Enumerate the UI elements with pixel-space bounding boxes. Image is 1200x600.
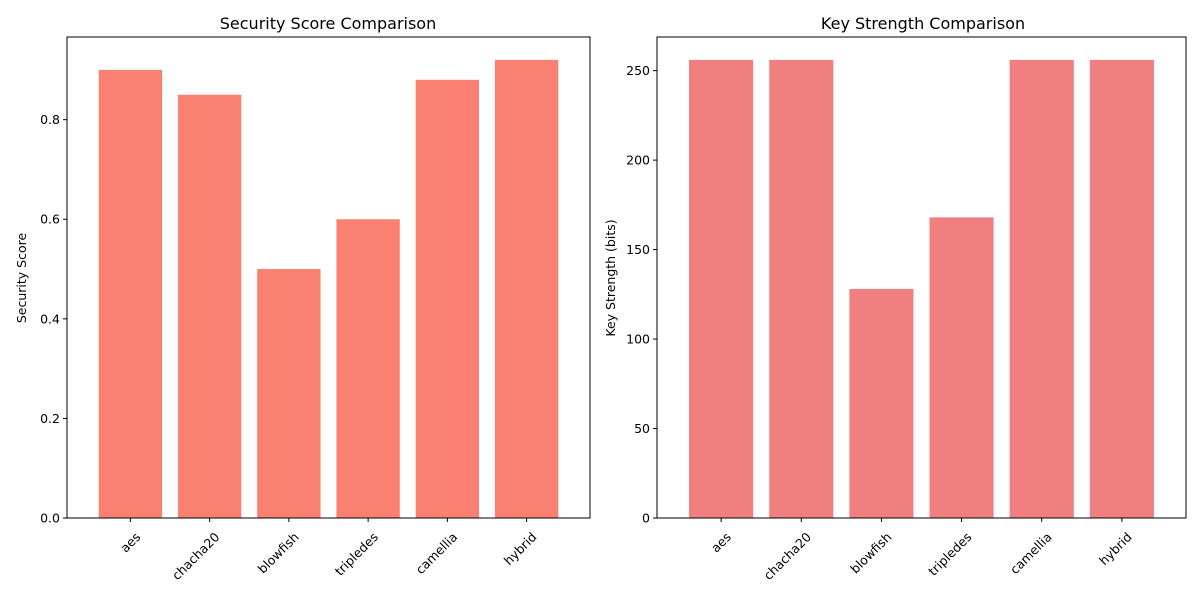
- bar-group: [98, 59, 559, 519]
- bar-blowfish: [257, 269, 321, 518]
- y-tick-label: 200: [626, 153, 650, 168]
- y-axis-ticks: 0.0 0.2 0.4 0.6 0.8: [40, 112, 67, 526]
- y-tick-label: 0.2: [40, 411, 60, 426]
- plot-frame: [656, 36, 1187, 519]
- y-tick-label: 0.4: [40, 311, 60, 326]
- chart-title: Security Score Comparison: [220, 14, 436, 33]
- plot-frame: [66, 36, 591, 519]
- security-score-chart: Security Score Comparison Security Score…: [14, 14, 591, 583]
- y-tick-label: 0.6: [40, 212, 60, 227]
- bar-group: [689, 59, 1154, 519]
- y-tick-label: 0: [642, 511, 650, 526]
- bar-tripledes: [929, 217, 994, 518]
- bar-hybrid: [1089, 59, 1154, 519]
- y-axis-ticks: 0 50 100 150 200 250: [626, 63, 657, 526]
- y-tick-label: 100: [626, 332, 650, 347]
- bar-aes: [98, 69, 163, 519]
- bar-tripledes: [336, 219, 400, 518]
- y-axis-label: Key Strength (bits): [603, 219, 618, 336]
- bar-camellia: [1009, 59, 1074, 519]
- bar-chacha20: [769, 59, 834, 519]
- bar-blowfish: [849, 288, 914, 518]
- y-tick-label: 50: [634, 421, 650, 436]
- y-tick-label: 150: [626, 242, 650, 257]
- bar-camellia: [415, 79, 480, 518]
- key-strength-chart: Key Strength Comparison Key Strength (bi…: [603, 14, 1187, 583]
- y-tick-label: 250: [626, 63, 650, 78]
- chart-title: Key Strength Comparison: [821, 14, 1025, 33]
- bar-aes: [689, 59, 754, 519]
- y-tick-label: 0.8: [40, 112, 60, 127]
- bar-hybrid: [494, 59, 559, 519]
- y-tick-label: 0.0: [40, 511, 60, 526]
- bar-chacha20: [177, 94, 242, 519]
- y-axis-label: Security Score: [14, 233, 29, 324]
